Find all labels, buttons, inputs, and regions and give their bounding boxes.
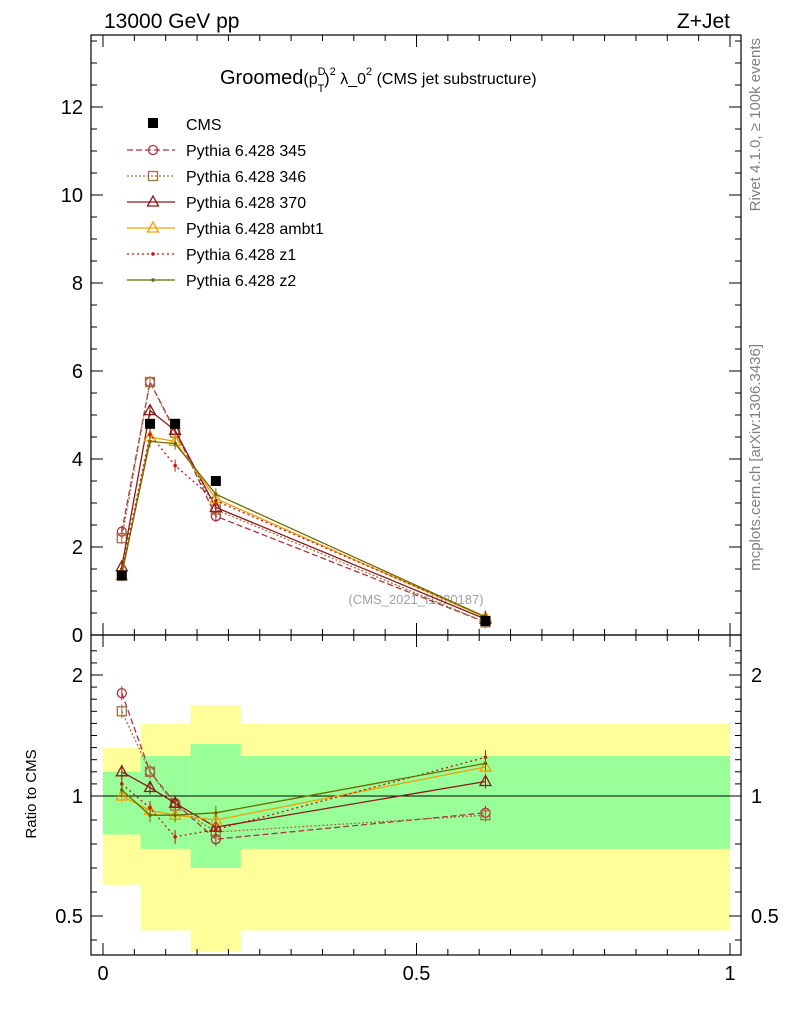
ratio-point bbox=[478, 774, 493, 787]
ratio-ytick-label-left: 0.5 bbox=[55, 906, 83, 928]
ratio-point bbox=[173, 834, 177, 839]
cms-data-point bbox=[480, 615, 491, 626]
ratio-series bbox=[115, 686, 493, 847]
main-series-line-4 bbox=[121, 433, 486, 618]
legend-cms-label: CMS bbox=[186, 117, 222, 134]
main-ytick-label: 0 bbox=[72, 625, 83, 647]
cms-data-point bbox=[210, 476, 221, 486]
cms-data-point bbox=[170, 418, 181, 429]
title-sup-2: 2 bbox=[330, 66, 336, 78]
legend-label-4: Pythia 6.428 z1 bbox=[186, 247, 296, 264]
ratio-axis-ticks: 0.5 0.5 1 1 2 2 0 0.5 1 bbox=[55, 635, 779, 985]
ratio-ytick-label-right: 2 bbox=[751, 665, 762, 687]
legend-marker-1 bbox=[147, 170, 159, 182]
ratio-ytick-label-right: 1 bbox=[751, 786, 762, 808]
main-series-line-5 bbox=[121, 440, 486, 618]
mcplots-label: mcplots.cern.ch [arXiv:1306.3436] bbox=[747, 344, 764, 571]
plot-title: Groomed(pD T)2 λ_02 (CMS jet substructure… bbox=[220, 66, 537, 95]
main-point bbox=[143, 403, 157, 416]
legend-marker-2 bbox=[146, 194, 160, 207]
ratio-point bbox=[115, 788, 129, 801]
title-sub-t: T bbox=[318, 83, 325, 95]
main-series bbox=[115, 376, 493, 629]
ratio-point bbox=[119, 788, 124, 792]
ratio-point bbox=[173, 813, 177, 818]
legend-label-3: Pythia 6.428 ambt1 bbox=[186, 221, 324, 238]
ratio-point bbox=[143, 780, 157, 793]
ratio-point bbox=[148, 813, 152, 818]
cms-data-point bbox=[145, 418, 156, 429]
main-ytick-label: 4 bbox=[72, 449, 83, 471]
ratio-ylabel: Ratio to CMS bbox=[23, 749, 40, 838]
legend-marker-0 bbox=[147, 144, 159, 156]
ratio-xtick-label: 0.5 bbox=[403, 963, 431, 985]
ratio-bands bbox=[103, 705, 730, 952]
main-series-line-1 bbox=[121, 379, 486, 623]
main-ytick-label: 6 bbox=[72, 361, 83, 383]
title-main: Groomed bbox=[220, 67, 303, 89]
main-series-line-2 bbox=[121, 409, 486, 620]
title-sup-d: D bbox=[318, 66, 326, 78]
header-left: 13000 GeV pp bbox=[104, 10, 239, 33]
main-point bbox=[173, 441, 177, 446]
cms-data-point bbox=[116, 570, 127, 581]
ratio-point bbox=[168, 795, 182, 808]
ratio-ytick-label-right: 0.5 bbox=[751, 906, 779, 928]
ratio-point bbox=[480, 810, 491, 821]
ratio-series-line-0 bbox=[121, 692, 486, 840]
ratio-xtick-label: 0 bbox=[97, 963, 108, 985]
main-point bbox=[214, 492, 218, 497]
legend-marker-5 bbox=[151, 278, 155, 282]
ratio-ytick-label-left: 2 bbox=[72, 665, 83, 687]
analysis-watermark: (CMS_2021_I1920187) bbox=[348, 592, 483, 607]
ratio-point bbox=[483, 761, 488, 766]
main-axis-ticks: 0 2 4 6 8 10 12 bbox=[61, 35, 741, 647]
ratio-point bbox=[214, 810, 218, 815]
rivet-label: Rivet 4.1.0, ≥ 100k events bbox=[747, 38, 764, 211]
band-inner-1 bbox=[140, 756, 191, 849]
main-point bbox=[116, 533, 127, 544]
main-ytick-label: 10 bbox=[61, 185, 83, 207]
ratio-ytick-label-left: 1 bbox=[72, 786, 83, 808]
main-ytick-label: 2 bbox=[72, 537, 83, 559]
main-ytick-label: 12 bbox=[61, 97, 83, 119]
legend-marker-3 bbox=[146, 220, 160, 233]
ratio-point bbox=[116, 688, 127, 699]
main-point bbox=[148, 439, 152, 444]
main-point bbox=[144, 376, 156, 388]
legend-cms-marker bbox=[148, 118, 158, 128]
ratio-xtick-label: 1 bbox=[724, 963, 735, 985]
legend-label-0: Pythia 6.428 345 bbox=[186, 143, 306, 160]
main-series-line-0 bbox=[121, 380, 486, 623]
legend-label-5: Pythia 6.428 z2 bbox=[186, 273, 296, 290]
ratio-point bbox=[144, 766, 156, 777]
legend-label-2: Pythia 6.428 370 bbox=[186, 195, 306, 212]
title-lambda: λ_0 bbox=[336, 71, 366, 88]
legend-marker-4 bbox=[151, 252, 155, 256]
ratio-point bbox=[115, 764, 129, 777]
ratio-point bbox=[214, 827, 218, 832]
title-paren: ) bbox=[324, 71, 329, 88]
ratio-point bbox=[116, 706, 127, 717]
ratio-point bbox=[478, 759, 493, 772]
main-point bbox=[209, 500, 223, 513]
title-suffix: (CMS jet substructure) bbox=[372, 71, 536, 88]
title-formula: (p bbox=[303, 71, 317, 88]
main-series-line-3 bbox=[121, 436, 486, 618]
main-point bbox=[173, 463, 177, 468]
legend: CMS Pythia 6.428 345 Pythia 6.428 346 Pythi… bbox=[127, 117, 324, 290]
header-right: Z+Jet bbox=[677, 10, 730, 33]
title-sup-3: 2 bbox=[366, 66, 372, 78]
main-ytick-label: 8 bbox=[72, 273, 83, 295]
legend-label-1: Pythia 6.428 346 bbox=[186, 169, 306, 186]
